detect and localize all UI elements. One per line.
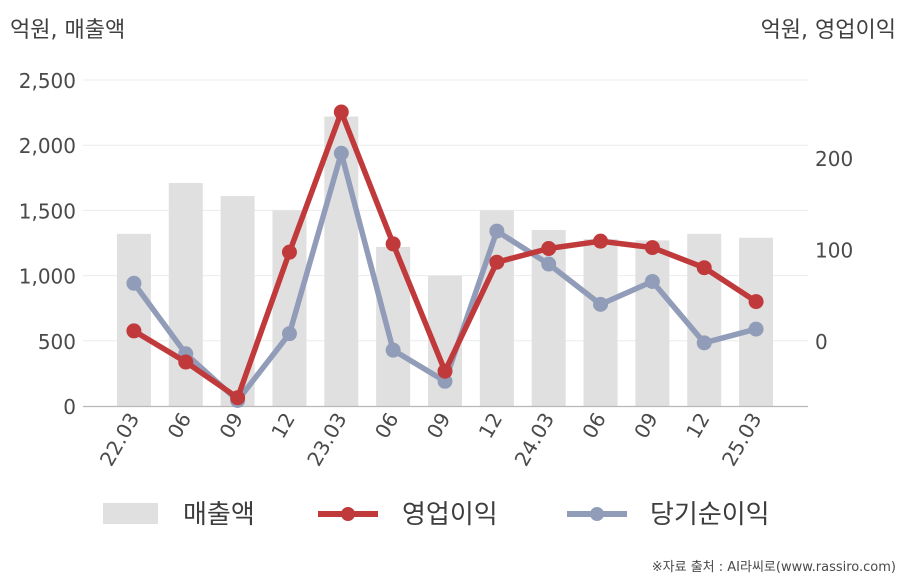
x-tick-label-1: 06	[163, 409, 197, 443]
x-ticks: 22.03 06 09 12 23.03 06 09 12 24.03 06 09 12 25.03	[95, 409, 767, 471]
net-income-point-10	[644, 273, 660, 289]
x-tick-label-10: 09	[629, 409, 663, 443]
bar-3	[272, 210, 307, 406]
x-tick-label-12: 25.03	[717, 409, 766, 471]
right-y-tick-label-2: 200	[815, 147, 853, 171]
x-tick-label-7: 12	[474, 409, 508, 443]
legend-swatch-revenue	[103, 503, 158, 524]
legend-marker-operating-profit	[341, 507, 355, 521]
left-y-tick-label-1: 500	[38, 330, 76, 354]
left-y-tick-label-3: 1,500	[19, 199, 76, 223]
net-income-point-3	[281, 326, 297, 342]
net-income-point-8	[541, 256, 557, 272]
bar-9	[583, 239, 618, 406]
net-income-point-4	[333, 145, 349, 161]
bar-2	[220, 196, 255, 406]
line-series	[126, 104, 764, 409]
x-tick-label-9: 06	[577, 409, 611, 443]
bar-11	[687, 233, 722, 406]
operating-profit-point-1	[178, 354, 194, 370]
net-income-point-0	[126, 275, 142, 291]
left-axis-unit: 억원, 매출액	[10, 18, 125, 43]
net-income-point-5	[385, 342, 401, 358]
grid	[83, 79, 808, 342]
left-y-tick-label-2: 1,000	[19, 265, 76, 289]
bar-0	[116, 233, 151, 406]
operating-profit-point-10	[644, 240, 660, 256]
x-tick-label-4: 23.03	[302, 409, 351, 471]
operating-profit-point-9	[593, 233, 609, 249]
operating-profit-point-4	[333, 104, 349, 120]
right-y-tick-label-1: 100	[815, 238, 853, 262]
operating-profit-point-5	[385, 236, 401, 252]
bar-7	[479, 210, 514, 406]
bar-10	[635, 240, 670, 406]
x-tick-label-2: 09	[214, 409, 248, 443]
legend-label-operating-profit: 영업이익	[402, 500, 498, 530]
operating-profit-point-3	[281, 244, 297, 260]
net-income-point-11	[696, 335, 712, 351]
x-tick-label-0: 22.03	[95, 409, 144, 471]
legend: 매출액 영업이익 당기순이익	[103, 500, 770, 530]
left-y-tick-label-4: 2,000	[19, 134, 76, 158]
net-income-point-12	[748, 321, 764, 337]
operating-profit-point-0	[126, 323, 142, 339]
x-tick-label-11: 12	[681, 409, 715, 443]
right-y-tick-label-0: 0	[815, 330, 828, 354]
bar-4	[324, 116, 359, 407]
operating-profit-point-2	[230, 390, 246, 406]
operating-profit-point-7	[489, 254, 505, 270]
x-tick-label-6: 09	[422, 409, 456, 443]
legend-label-net-income: 당기순이익	[650, 500, 770, 530]
x-tick-label-5: 06	[370, 409, 404, 443]
x-tick-label-8: 24.03	[510, 409, 559, 471]
legend-label-revenue: 매출액	[183, 500, 255, 530]
operating-profit-point-6	[437, 363, 453, 379]
x-tick-label-3: 12	[266, 409, 300, 443]
legend-marker-net-income	[590, 507, 604, 521]
left-y-tick-label-0: 0	[63, 395, 76, 419]
net-income-point-7	[489, 223, 505, 239]
net-income-point-9	[593, 296, 609, 312]
right-axis-unit: 억원, 영업이익	[761, 18, 896, 43]
source-note: ※자료 출처 : AI라씨로(www.rassiro.com)	[652, 560, 896, 575]
left-y-tick-label-5: 2,500	[19, 69, 76, 93]
y-ticks: 0 500 1,000 1,500 2,000 2,500 0 100 200	[19, 69, 853, 419]
operating-profit-point-11	[696, 260, 712, 276]
operating-profit-point-8	[541, 240, 557, 256]
operating-profit-point-12	[748, 294, 764, 310]
bar-series	[116, 116, 774, 407]
